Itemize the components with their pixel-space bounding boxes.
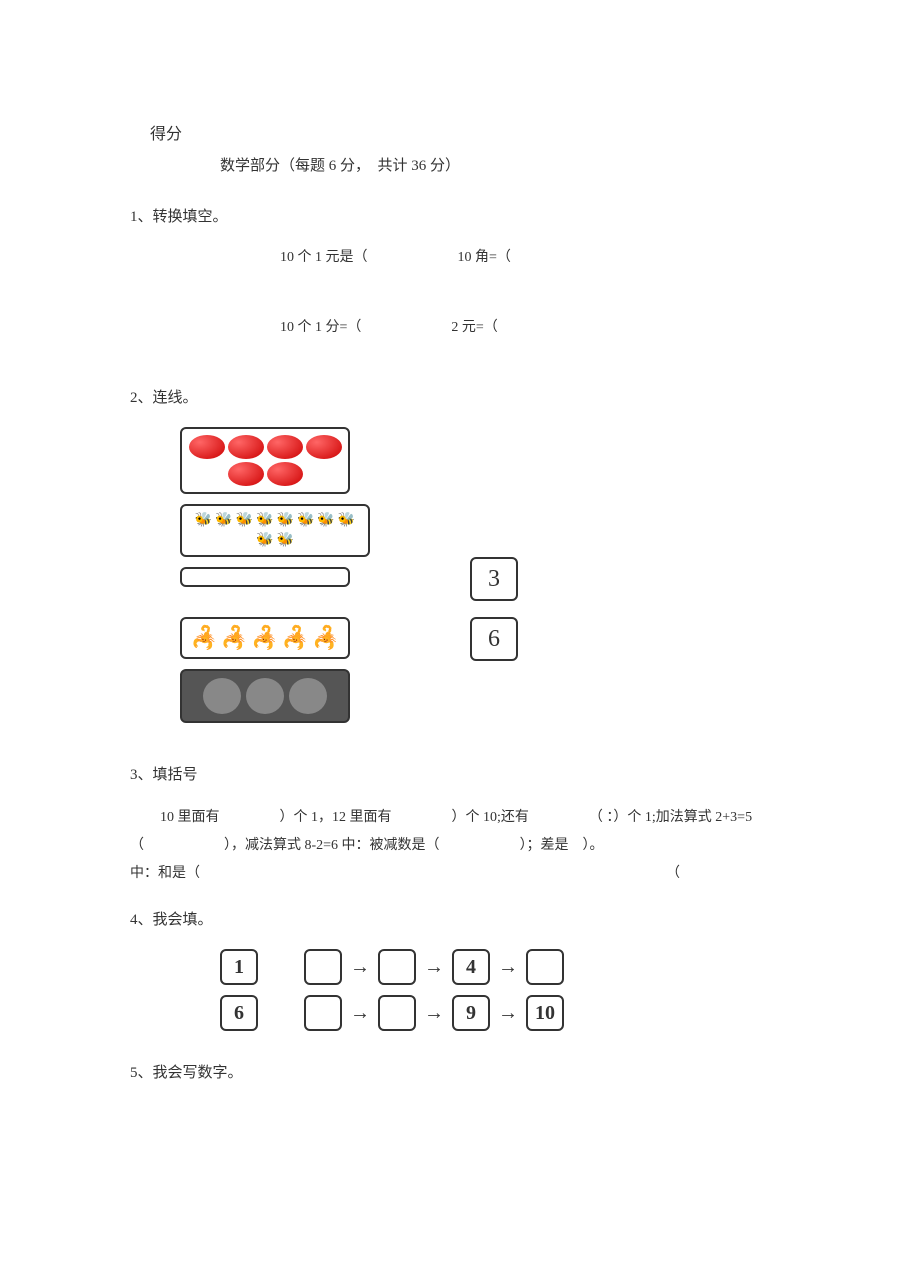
score-label: 得分 — [150, 120, 790, 144]
q4-sequences: 1 → → 4 → 6 → → 9 → 10 — [220, 949, 790, 1031]
q3-line3: 中：和是（ — [130, 860, 200, 888]
q3-text: 10 里面有 ）个 1，12 里面有 ）个 10;还有 （ ：）个 1;加法算式… — [160, 804, 790, 888]
q2-num-6: 6 — [470, 617, 518, 661]
bee-icon: 🐝 — [215, 512, 232, 529]
q1-item-1: 10 角=（ — [458, 246, 511, 266]
question-4: 4、我会填。 1 → → 4 → 6 → → 9 → 10 — [130, 908, 790, 1031]
q4-header: 4、我会填。 — [130, 908, 790, 929]
arrow-icon: → — [424, 1002, 444, 1025]
question-2: 2、连线。 🐝 🐝 🐝 🐝 🐝 🐝 🐝 🐝 🐝 🐝 🦂 🦂 — [130, 386, 790, 723]
seq-box — [378, 995, 416, 1031]
red-oval-icon — [306, 435, 342, 459]
bee-icon: 🐝 — [256, 512, 273, 529]
seq-box: 4 — [452, 949, 490, 985]
red-oval-icon — [228, 435, 264, 459]
q3-part2-1: ），减法算式 8-2=6 中：被减数是（ — [224, 832, 440, 860]
face-icon — [202, 677, 242, 715]
q2-box-bees: 🐝 🐝 🐝 🐝 🐝 🐝 🐝 🐝 🐝 🐝 — [180, 504, 370, 557]
bee-icon: 🐝 — [195, 512, 212, 529]
question-3: 3、填括号 10 里面有 ）个 1，12 里面有 ）个 10;还有 （ ：）个 … — [130, 763, 790, 888]
q2-match-area: 🐝 🐝 🐝 🐝 🐝 🐝 🐝 🐝 🐝 🐝 🦂 🦂 🦂 🦂 🦂 3 — [180, 427, 790, 723]
arrow-icon: → — [498, 1002, 518, 1025]
q3-line3-right: （ — [666, 860, 680, 888]
q2-num-3: 3 — [470, 557, 518, 601]
bee-icon: 🐝 — [256, 532, 273, 549]
red-oval-icon — [228, 462, 264, 486]
q3-part2-0: （ — [130, 832, 144, 860]
q3-part-1: ）个 1，12 里面有 — [280, 804, 392, 832]
q3-part2-2: ）；差是 ）。 — [520, 832, 604, 860]
q3-part-3: （ ：）个 1;加法算式 2+3=5 — [589, 804, 752, 832]
q1-header: 1、转换填空。 — [130, 205, 790, 226]
red-oval-icon — [267, 462, 303, 486]
scorpion-icon: 🦂 — [282, 625, 309, 651]
q1-item-2: 10 个 1 分=（ — [280, 316, 361, 336]
scorpion-icon: 🦂 — [190, 625, 217, 651]
red-oval-icon — [189, 435, 225, 459]
bee-icon: 🐝 — [277, 512, 294, 529]
q3-part-0: 10 里面有 — [160, 804, 220, 832]
red-oval-icon — [267, 435, 303, 459]
q2-box-scorpions: 🦂 🦂 🦂 🦂 🦂 — [180, 617, 350, 659]
q4-row2: 6 → → 9 → 10 — [220, 995, 790, 1031]
bee-icon: 🐝 — [338, 512, 355, 529]
seq-box — [304, 949, 342, 985]
q3-header: 3、填括号 — [130, 763, 790, 784]
q1-row1: 10 个 1 元是（ 10 角=（ — [280, 246, 790, 266]
question-5: 5、我会写数字。 — [130, 1061, 790, 1082]
q2-box-faces — [180, 669, 350, 723]
seq-box — [378, 949, 416, 985]
q5-header: 5、我会写数字。 — [130, 1061, 790, 1082]
bee-icon: 🐝 — [236, 512, 253, 529]
q1-item-3: 2 元=（ — [451, 316, 497, 336]
q3-part-2: ）个 10;还有 — [452, 804, 529, 832]
q2-box-empty — [180, 567, 350, 587]
scorpion-icon: 🦂 — [312, 625, 339, 651]
q2-header: 2、连线。 — [130, 386, 790, 407]
seq-box: 6 — [220, 995, 258, 1031]
face-icon — [245, 677, 285, 715]
seq-box — [526, 949, 564, 985]
scorpion-icon: 🦂 — [251, 625, 278, 651]
q2-numbers: 3 6 — [470, 557, 518, 677]
arrow-icon: → — [350, 956, 370, 979]
q2-box-ovals — [180, 427, 350, 494]
seq-box: 9 — [452, 995, 490, 1031]
seq-box: 1 — [220, 949, 258, 985]
scorpion-icon: 🦂 — [221, 625, 248, 651]
seq-box: 10 — [526, 995, 564, 1031]
arrow-icon: → — [498, 956, 518, 979]
face-icon — [288, 677, 328, 715]
arrow-icon: → — [424, 956, 444, 979]
q1-item-0: 10 个 1 元是（ — [280, 246, 368, 266]
bee-icon: 🐝 — [317, 512, 334, 529]
q4-row1: 1 → → 4 → — [220, 949, 790, 985]
arrow-icon: → — [350, 1002, 370, 1025]
question-1: 1、转换填空。 10 个 1 元是（ 10 角=（ 10 个 1 分=（ 2 元… — [130, 205, 790, 336]
seq-box — [304, 995, 342, 1031]
q1-row2: 10 个 1 分=（ 2 元=（ — [280, 316, 790, 336]
bee-icon: 🐝 — [277, 532, 294, 549]
bee-icon: 🐝 — [297, 512, 314, 529]
section-title: 数学部分（每题 6 分， 共计 36 分） — [220, 154, 790, 175]
